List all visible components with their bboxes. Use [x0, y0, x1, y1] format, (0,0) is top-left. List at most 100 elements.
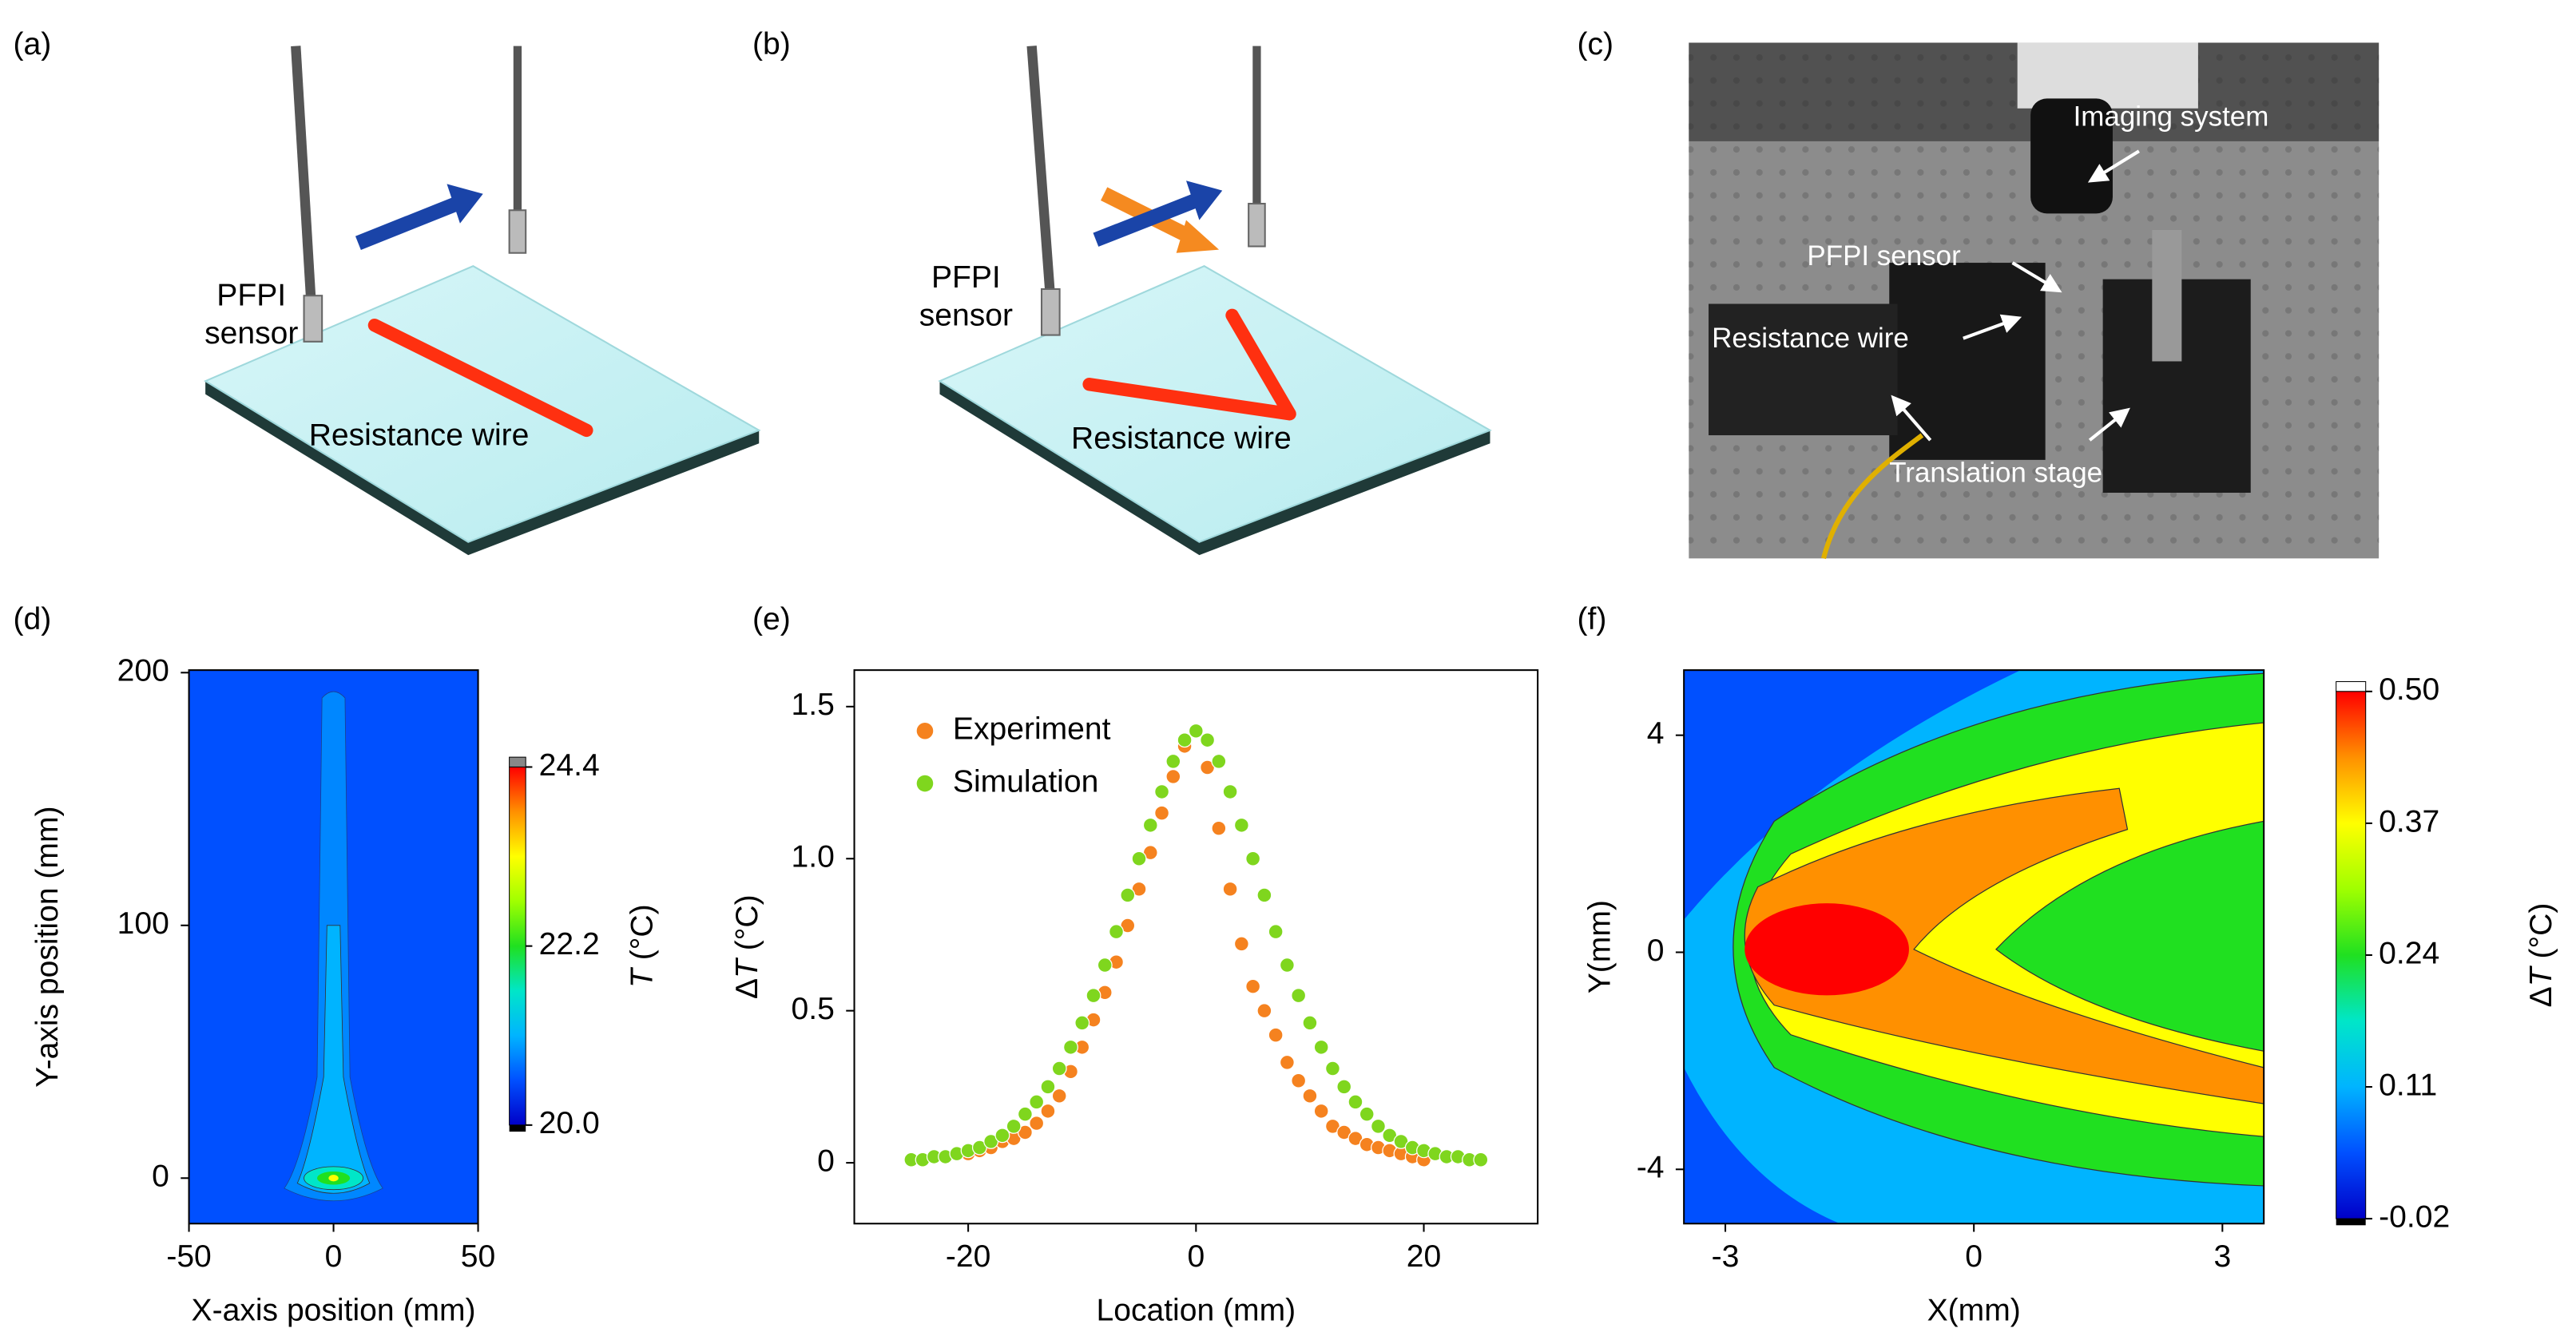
- stage: [1709, 303, 1898, 436]
- cable: [1820, 433, 1924, 560]
- data-point: [1029, 1116, 1045, 1132]
- label-space: [730, 950, 764, 959]
- annotation: Imaging system: [2074, 101, 2269, 132]
- label-symbol: T: [730, 957, 764, 978]
- data-point: [1063, 1039, 1078, 1055]
- resistance-wire: [367, 319, 593, 438]
- data-point: [1006, 1118, 1022, 1134]
- wire-label: Resistance wire: [1071, 422, 1292, 456]
- data-point: [1233, 936, 1249, 952]
- data-point: [1142, 817, 1158, 833]
- data-point: [1245, 978, 1261, 994]
- data-point: [1279, 1054, 1295, 1070]
- label-space: [625, 960, 660, 969]
- label-part: (°C): [730, 894, 764, 950]
- colorbar-cap: [509, 756, 526, 767]
- y-axis-label: Y-axis position (mm): [30, 806, 65, 1087]
- data-point: [1222, 881, 1238, 897]
- data-point: [1279, 957, 1295, 973]
- wire-label: Resistance wire: [309, 418, 530, 452]
- sensor: [303, 295, 323, 343]
- data-point: [1473, 1152, 1489, 1168]
- data-point: [1097, 957, 1113, 973]
- label-space: [2524, 958, 2558, 967]
- panel-label: (e): [752, 602, 791, 636]
- arrow-head: [1185, 180, 1223, 220]
- contour-field: [189, 670, 478, 1224]
- chart: (e) Experiment Simulation -20 0 20 0 0.5 1.0 1.5: [752, 602, 1539, 1274]
- x-tick-label: -3: [1712, 1239, 1740, 1274]
- panel-label: (d): [13, 602, 51, 636]
- data-point: [1074, 1015, 1090, 1031]
- data-point: [1291, 988, 1307, 1004]
- sensor-label: sensor: [204, 316, 298, 351]
- label-symbol: T: [625, 966, 660, 988]
- colorbar-tick-label: -0.02: [2379, 1199, 2450, 1234]
- data-point: [1154, 784, 1170, 799]
- sensor-label: sensor: [919, 298, 1013, 332]
- data-point: [1222, 784, 1238, 799]
- colorbar-tick-label: 0.11: [2379, 1068, 2437, 1102]
- schematic-a: (a) PFPI sensor Resistance wire: [13, 27, 761, 556]
- label-part: Δ: [2524, 986, 2558, 1007]
- resistance-wire: [1082, 308, 1296, 421]
- arrow: [1093, 193, 1199, 247]
- contour-field: [1684, 670, 2264, 1224]
- x-tick-label: 0: [1965, 1239, 1983, 1274]
- camera: [2030, 98, 2113, 214]
- legend-label: Simulation: [953, 764, 1098, 799]
- data-point: [1051, 1088, 1067, 1104]
- contour-band: [1684, 670, 2021, 920]
- post: [2152, 229, 2182, 362]
- plot-frame: [853, 669, 1539, 1225]
- label-part: Δ: [730, 978, 764, 999]
- data-point: [1211, 820, 1227, 836]
- y-tick-label: 0: [817, 1144, 835, 1178]
- colorbar: [2336, 691, 2367, 1219]
- data-point: [1302, 1088, 1318, 1104]
- arrow-head: [1176, 220, 1220, 253]
- x-tick-label: 0: [325, 1239, 343, 1274]
- data-point: [1200, 732, 1216, 748]
- data-point: [1188, 723, 1204, 739]
- pointer: [2088, 407, 2130, 442]
- sensor: [1248, 203, 1266, 248]
- data-point: [1302, 1015, 1318, 1031]
- data-point: [1131, 850, 1147, 866]
- glass-plate: [203, 265, 761, 543]
- x-tick-label: -20: [946, 1239, 990, 1274]
- colorbar-label: ΔT (°C): [2524, 903, 2558, 1008]
- x-tick-label: -50: [166, 1239, 211, 1274]
- legend-marker: [916, 722, 934, 739]
- data-point: [1109, 924, 1124, 940]
- data-point: [1268, 924, 1284, 940]
- chart: (d) 20.0 22.2 24.4 -50 0 50 0 100 200: [13, 602, 599, 1274]
- y-tick-label: 200: [117, 654, 169, 688]
- colorbar: [509, 766, 526, 1126]
- panel-label: (b): [752, 27, 791, 61]
- data-point: [1336, 1079, 1352, 1095]
- x-tick-label: 50: [461, 1239, 495, 1274]
- colorbar-label: T (°C): [625, 904, 660, 988]
- data-point: [1120, 887, 1136, 903]
- colorbar-tick-label: 20.0: [539, 1106, 600, 1140]
- data-point: [1051, 1061, 1067, 1076]
- colorbar-tick-label: 0.50: [2379, 672, 2439, 707]
- colorbar-tick-label: 0.37: [2379, 804, 2439, 839]
- data-point: [1256, 887, 1272, 903]
- sensor: [508, 209, 527, 254]
- data-point: [1177, 732, 1193, 748]
- contour-band: [296, 925, 371, 1194]
- pointer: [2011, 261, 2062, 293]
- data-point: [1017, 1106, 1033, 1122]
- arrow-head: [447, 184, 483, 224]
- pointer: [2087, 149, 2140, 183]
- data-point: [1359, 1106, 1375, 1122]
- contour-band: [1744, 903, 1909, 996]
- annotation: Translation stage: [1889, 458, 2102, 489]
- colorbar-cap: [2336, 681, 2367, 692]
- x-axis-label: Location (mm): [1097, 1294, 1296, 1328]
- y-axis-label: Y(mm): [1583, 900, 1617, 993]
- schematic-b: (b) PFPI sensor Resistance wire: [752, 27, 1492, 556]
